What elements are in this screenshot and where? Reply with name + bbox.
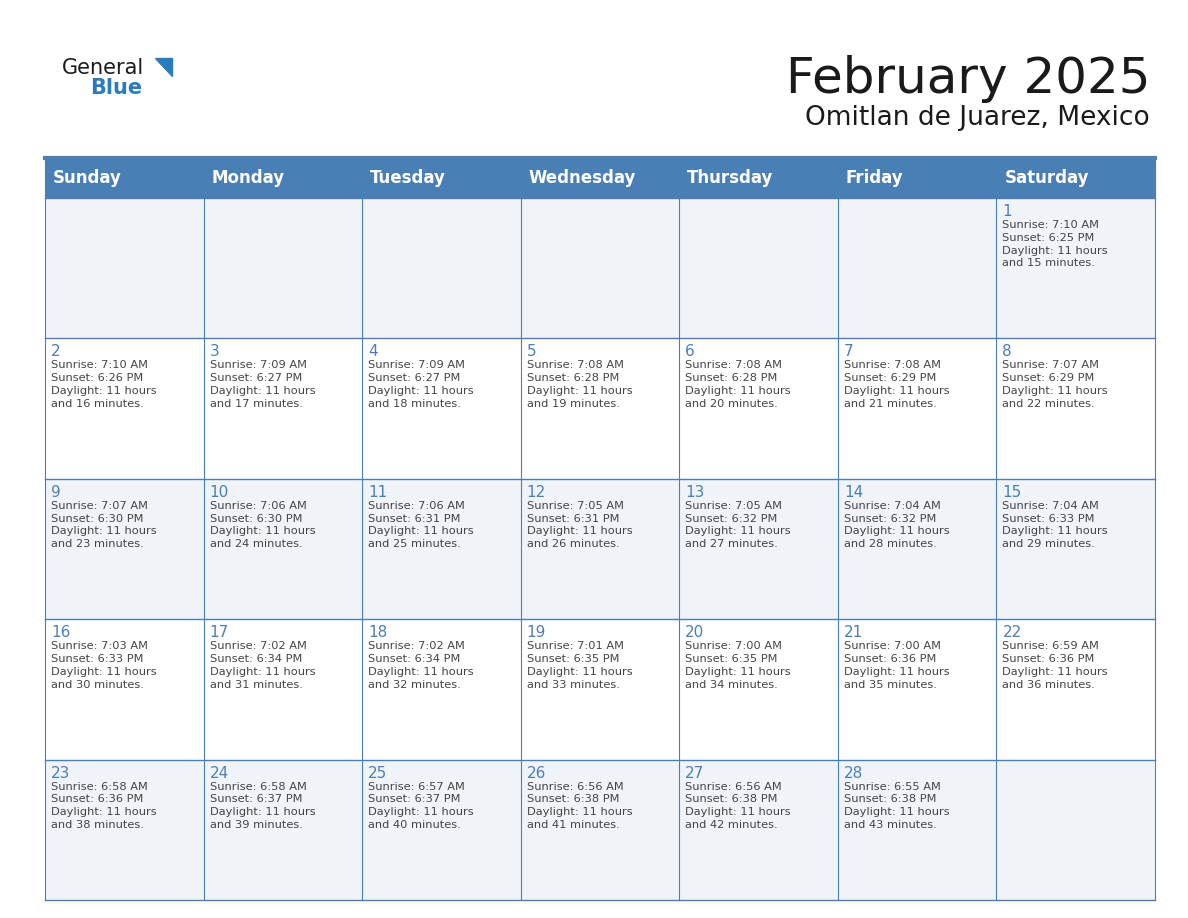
Text: Wednesday: Wednesday [529, 169, 636, 187]
Bar [45, 158, 1155, 198]
Text: 22: 22 [1003, 625, 1022, 640]
Text: Sunrise: 6:56 AM
Sunset: 6:38 PM
Daylight: 11 hours
and 41 minutes.: Sunrise: 6:56 AM Sunset: 6:38 PM Dayligh… [526, 781, 632, 830]
Text: Sunrise: 7:00 AM
Sunset: 6:35 PM
Daylight: 11 hours
and 34 minutes.: Sunrise: 7:00 AM Sunset: 6:35 PM Dayligh… [685, 641, 791, 689]
Text: Sunday: Sunday [53, 169, 122, 187]
Bar [45, 339, 1155, 479]
Text: Sunrise: 7:01 AM
Sunset: 6:35 PM
Daylight: 11 hours
and 33 minutes.: Sunrise: 7:01 AM Sunset: 6:35 PM Dayligh… [526, 641, 632, 689]
Text: 24: 24 [209, 766, 229, 780]
Text: Omitlan de Juarez, Mexico: Omitlan de Juarez, Mexico [805, 105, 1150, 131]
Text: Tuesday: Tuesday [371, 169, 446, 187]
Text: 26: 26 [526, 766, 546, 780]
Bar [45, 620, 1155, 759]
Text: Sunrise: 7:07 AM
Sunset: 6:29 PM
Daylight: 11 hours
and 22 minutes.: Sunrise: 7:07 AM Sunset: 6:29 PM Dayligh… [1003, 361, 1108, 409]
Bar [45, 198, 1155, 339]
Text: Thursday: Thursday [688, 169, 773, 187]
Text: 16: 16 [51, 625, 70, 640]
Text: 5: 5 [526, 344, 536, 360]
Text: Sunrise: 7:06 AM
Sunset: 6:30 PM
Daylight: 11 hours
and 24 minutes.: Sunrise: 7:06 AM Sunset: 6:30 PM Dayligh… [209, 501, 315, 549]
Text: Sunrise: 6:59 AM
Sunset: 6:36 PM
Daylight: 11 hours
and 36 minutes.: Sunrise: 6:59 AM Sunset: 6:36 PM Dayligh… [1003, 641, 1108, 689]
Text: Sunrise: 6:57 AM
Sunset: 6:37 PM
Daylight: 11 hours
and 40 minutes.: Sunrise: 6:57 AM Sunset: 6:37 PM Dayligh… [368, 781, 474, 830]
Text: Sunrise: 7:05 AM
Sunset: 6:32 PM
Daylight: 11 hours
and 27 minutes.: Sunrise: 7:05 AM Sunset: 6:32 PM Dayligh… [685, 501, 791, 549]
Bar [45, 479, 1155, 620]
Text: Sunrise: 7:06 AM
Sunset: 6:31 PM
Daylight: 11 hours
and 25 minutes.: Sunrise: 7:06 AM Sunset: 6:31 PM Dayligh… [368, 501, 474, 549]
Text: 18: 18 [368, 625, 387, 640]
Text: 19: 19 [526, 625, 546, 640]
Text: 9: 9 [51, 485, 61, 499]
Text: 3: 3 [209, 344, 220, 360]
Text: Sunrise: 7:10 AM
Sunset: 6:25 PM
Daylight: 11 hours
and 15 minutes.: Sunrise: 7:10 AM Sunset: 6:25 PM Dayligh… [1003, 220, 1108, 268]
Text: Sunrise: 7:10 AM
Sunset: 6:26 PM
Daylight: 11 hours
and 16 minutes.: Sunrise: 7:10 AM Sunset: 6:26 PM Dayligh… [51, 361, 157, 409]
Text: 13: 13 [685, 485, 704, 499]
Text: Sunrise: 7:05 AM
Sunset: 6:31 PM
Daylight: 11 hours
and 26 minutes.: Sunrise: 7:05 AM Sunset: 6:31 PM Dayligh… [526, 501, 632, 549]
Text: 28: 28 [843, 766, 864, 780]
Text: 15: 15 [1003, 485, 1022, 499]
Text: 14: 14 [843, 485, 864, 499]
Text: 4: 4 [368, 344, 378, 360]
Text: Sunrise: 7:08 AM
Sunset: 6:28 PM
Daylight: 11 hours
and 19 minutes.: Sunrise: 7:08 AM Sunset: 6:28 PM Dayligh… [526, 361, 632, 409]
Text: 23: 23 [51, 766, 70, 780]
Text: Sunrise: 7:08 AM
Sunset: 6:29 PM
Daylight: 11 hours
and 21 minutes.: Sunrise: 7:08 AM Sunset: 6:29 PM Dayligh… [843, 361, 949, 409]
Text: 27: 27 [685, 766, 704, 780]
Text: Sunrise: 7:02 AM
Sunset: 6:34 PM
Daylight: 11 hours
and 31 minutes.: Sunrise: 7:02 AM Sunset: 6:34 PM Dayligh… [209, 641, 315, 689]
Text: 8: 8 [1003, 344, 1012, 360]
Text: 2: 2 [51, 344, 61, 360]
Text: Sunrise: 7:03 AM
Sunset: 6:33 PM
Daylight: 11 hours
and 30 minutes.: Sunrise: 7:03 AM Sunset: 6:33 PM Dayligh… [51, 641, 157, 689]
Polygon shape [154, 58, 172, 76]
Text: 1: 1 [1003, 204, 1012, 219]
Text: 12: 12 [526, 485, 546, 499]
Text: Sunrise: 7:04 AM
Sunset: 6:32 PM
Daylight: 11 hours
and 28 minutes.: Sunrise: 7:04 AM Sunset: 6:32 PM Dayligh… [843, 501, 949, 549]
Text: Sunrise: 6:58 AM
Sunset: 6:36 PM
Daylight: 11 hours
and 38 minutes.: Sunrise: 6:58 AM Sunset: 6:36 PM Dayligh… [51, 781, 157, 830]
Text: 25: 25 [368, 766, 387, 780]
Text: General: General [62, 58, 144, 78]
Text: February 2025: February 2025 [785, 55, 1150, 103]
Text: Saturday: Saturday [1004, 169, 1089, 187]
Text: Friday: Friday [846, 169, 904, 187]
Text: Sunrise: 7:00 AM
Sunset: 6:36 PM
Daylight: 11 hours
and 35 minutes.: Sunrise: 7:00 AM Sunset: 6:36 PM Dayligh… [843, 641, 949, 689]
Text: Sunrise: 7:08 AM
Sunset: 6:28 PM
Daylight: 11 hours
and 20 minutes.: Sunrise: 7:08 AM Sunset: 6:28 PM Dayligh… [685, 361, 791, 409]
Text: Sunrise: 6:55 AM
Sunset: 6:38 PM
Daylight: 11 hours
and 43 minutes.: Sunrise: 6:55 AM Sunset: 6:38 PM Dayligh… [843, 781, 949, 830]
Text: Sunrise: 7:04 AM
Sunset: 6:33 PM
Daylight: 11 hours
and 29 minutes.: Sunrise: 7:04 AM Sunset: 6:33 PM Dayligh… [1003, 501, 1108, 549]
Text: Sunrise: 7:07 AM
Sunset: 6:30 PM
Daylight: 11 hours
and 23 minutes.: Sunrise: 7:07 AM Sunset: 6:30 PM Dayligh… [51, 501, 157, 549]
Text: 17: 17 [209, 625, 229, 640]
Text: Sunrise: 6:56 AM
Sunset: 6:38 PM
Daylight: 11 hours
and 42 minutes.: Sunrise: 6:56 AM Sunset: 6:38 PM Dayligh… [685, 781, 791, 830]
Text: Sunrise: 7:09 AM
Sunset: 6:27 PM
Daylight: 11 hours
and 18 minutes.: Sunrise: 7:09 AM Sunset: 6:27 PM Dayligh… [368, 361, 474, 409]
Text: Sunrise: 7:09 AM
Sunset: 6:27 PM
Daylight: 11 hours
and 17 minutes.: Sunrise: 7:09 AM Sunset: 6:27 PM Dayligh… [209, 361, 315, 409]
Text: Sunrise: 6:58 AM
Sunset: 6:37 PM
Daylight: 11 hours
and 39 minutes.: Sunrise: 6:58 AM Sunset: 6:37 PM Dayligh… [209, 781, 315, 830]
Text: Blue: Blue [90, 78, 143, 98]
Text: 7: 7 [843, 344, 853, 360]
Text: 10: 10 [209, 485, 229, 499]
Text: Monday: Monday [211, 169, 285, 187]
Text: 6: 6 [685, 344, 695, 360]
Text: Sunrise: 7:02 AM
Sunset: 6:34 PM
Daylight: 11 hours
and 32 minutes.: Sunrise: 7:02 AM Sunset: 6:34 PM Dayligh… [368, 641, 474, 689]
Bar [45, 759, 1155, 900]
Text: 11: 11 [368, 485, 387, 499]
Text: 20: 20 [685, 625, 704, 640]
Text: 21: 21 [843, 625, 864, 640]
